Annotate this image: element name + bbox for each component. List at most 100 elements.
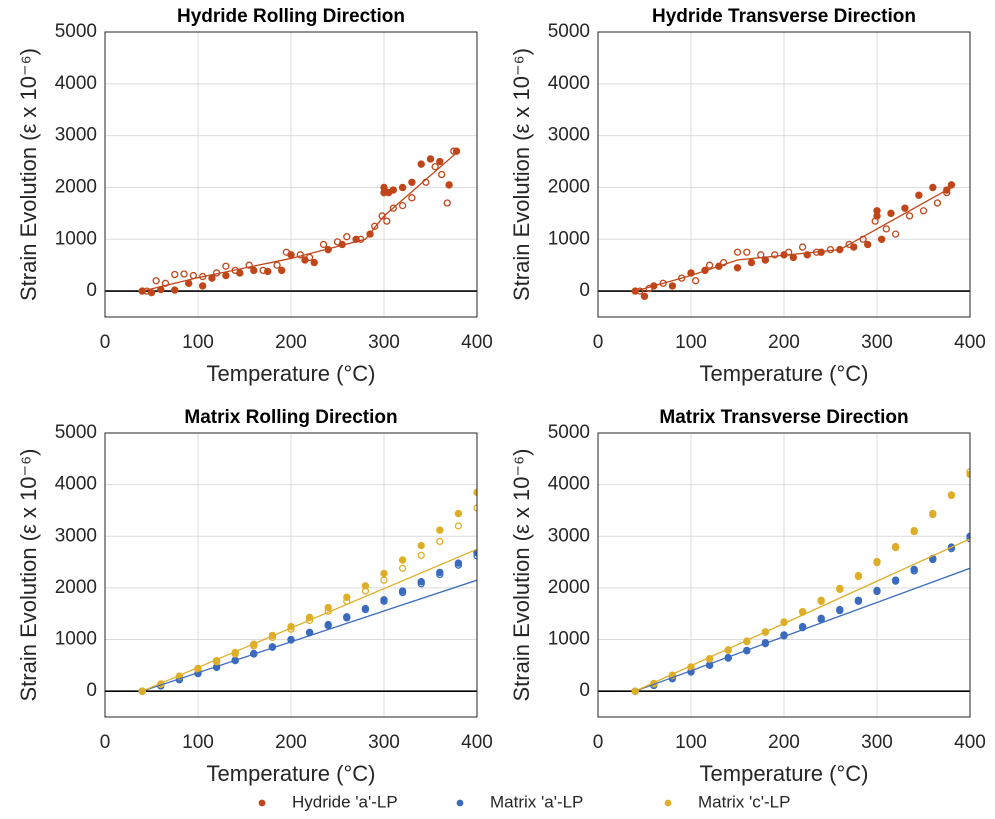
filled-point: [389, 186, 397, 194]
open-point: [383, 217, 391, 225]
open-point: [891, 230, 900, 238]
open-point: [417, 551, 425, 560]
chart-title: Hydride Rolling Direction: [177, 6, 405, 27]
open-point: [333, 238, 342, 246]
filled-point: [417, 160, 425, 168]
filled-point: [398, 183, 407, 192]
y-tick-label: 1000: [55, 228, 97, 249]
open-point: [771, 251, 779, 259]
open-point: [473, 504, 477, 512]
x-tick-label: 200: [275, 332, 307, 353]
open-point: [692, 277, 700, 285]
axes-box: [104, 432, 478, 718]
x-tick-label: 300: [861, 732, 893, 753]
chart-title: Matrix Rolling Direction: [184, 407, 397, 428]
open-point: [152, 277, 160, 285]
x-tick-label: 400: [461, 332, 493, 353]
x-tick-label: 400: [461, 732, 493, 753]
y-tick-label: 5000: [548, 422, 590, 443]
open-point: [398, 588, 407, 597]
open-point: [845, 240, 853, 249]
filled-point: [198, 282, 207, 290]
x-axis-label: Temperature (°C): [700, 761, 869, 786]
filled-point: [863, 240, 872, 249]
open-point: [171, 270, 179, 279]
y-tick-label: 3000: [548, 525, 590, 546]
y-tick-label: 0: [86, 680, 97, 701]
open-point: [282, 248, 291, 256]
x-tick-label: 400: [954, 732, 986, 753]
y-tick-label: 0: [579, 280, 590, 301]
filled-point: [380, 569, 388, 578]
fit-line: [634, 538, 970, 692]
open-point: [631, 687, 639, 695]
filled-point: [417, 578, 425, 586]
chart-title: Matrix Transverse Direction: [659, 407, 908, 428]
legend-label: Matrix 'c'-LP: [698, 792, 790, 811]
open-point: [871, 217, 879, 225]
y-tick-label: 5000: [55, 21, 97, 42]
x-axis-label: Temperature (°C): [207, 361, 376, 386]
fit-line: [141, 579, 477, 692]
x-tick-label: 100: [675, 732, 707, 753]
filled-point: [398, 556, 407, 564]
y-axis-label: Strain Evolution (ε x 10⁻⁶): [16, 448, 41, 701]
open-point: [933, 199, 942, 207]
x-tick-label: 100: [182, 332, 214, 353]
x-tick-label: 0: [100, 332, 111, 353]
fit-line: [142, 150, 459, 292]
filled-point: [733, 264, 742, 272]
x-axis-label: Temperature (°C): [207, 761, 376, 786]
open-point: [361, 605, 370, 614]
y-tick-label: 1000: [548, 629, 590, 650]
filled-point: [910, 565, 918, 574]
open-point: [905, 212, 914, 220]
x-tick-label: 200: [275, 732, 307, 753]
filled-point: [436, 526, 444, 534]
legend-label: Hydride 'a'-LP: [292, 792, 398, 811]
open-point: [817, 597, 825, 605]
open-point: [836, 585, 844, 594]
legend-marker: [664, 799, 672, 807]
filled-point: [929, 183, 937, 192]
open-point: [222, 262, 230, 270]
open-point: [854, 597, 863, 605]
open-point: [882, 225, 890, 233]
y-tick-label: 4000: [55, 73, 97, 94]
open-point: [398, 564, 407, 572]
y-tick-label: 4000: [548, 474, 590, 495]
legend-marker: [456, 799, 464, 807]
open-point: [361, 587, 370, 595]
x-tick-label: 200: [768, 332, 800, 353]
filled-point: [454, 559, 463, 567]
filled-point: [887, 209, 895, 218]
open-point: [719, 258, 728, 267]
x-tick-label: 100: [182, 732, 214, 753]
open-point: [733, 248, 742, 256]
y-tick-label: 2000: [548, 176, 590, 197]
filled-point: [454, 509, 463, 518]
filled-point: [222, 271, 230, 280]
open-point: [259, 266, 267, 275]
open-point: [743, 248, 751, 256]
x-axis-label: Temperature (°C): [700, 361, 869, 386]
y-axis-label: Strain Evolution (ε x 10⁻⁶): [16, 48, 41, 301]
axes-box: [597, 432, 971, 718]
open-point: [966, 468, 970, 476]
y-tick-label: 2000: [548, 577, 590, 598]
y-tick-label: 3000: [55, 125, 97, 146]
y-tick-label: 2000: [55, 577, 97, 598]
y-axis-label: Strain Evolution (ε x 10⁻⁶): [509, 448, 534, 701]
filled-point: [380, 183, 388, 192]
open-point: [891, 543, 900, 552]
open-point: [450, 147, 458, 155]
fit-line: [141, 548, 477, 692]
open-point: [761, 640, 770, 648]
open-point: [454, 522, 463, 530]
y-tick-label: 5000: [548, 21, 590, 42]
x-tick-label: 0: [100, 732, 111, 753]
legend-marker: [258, 799, 266, 807]
open-point: [436, 570, 444, 579]
open-point: [398, 201, 407, 210]
